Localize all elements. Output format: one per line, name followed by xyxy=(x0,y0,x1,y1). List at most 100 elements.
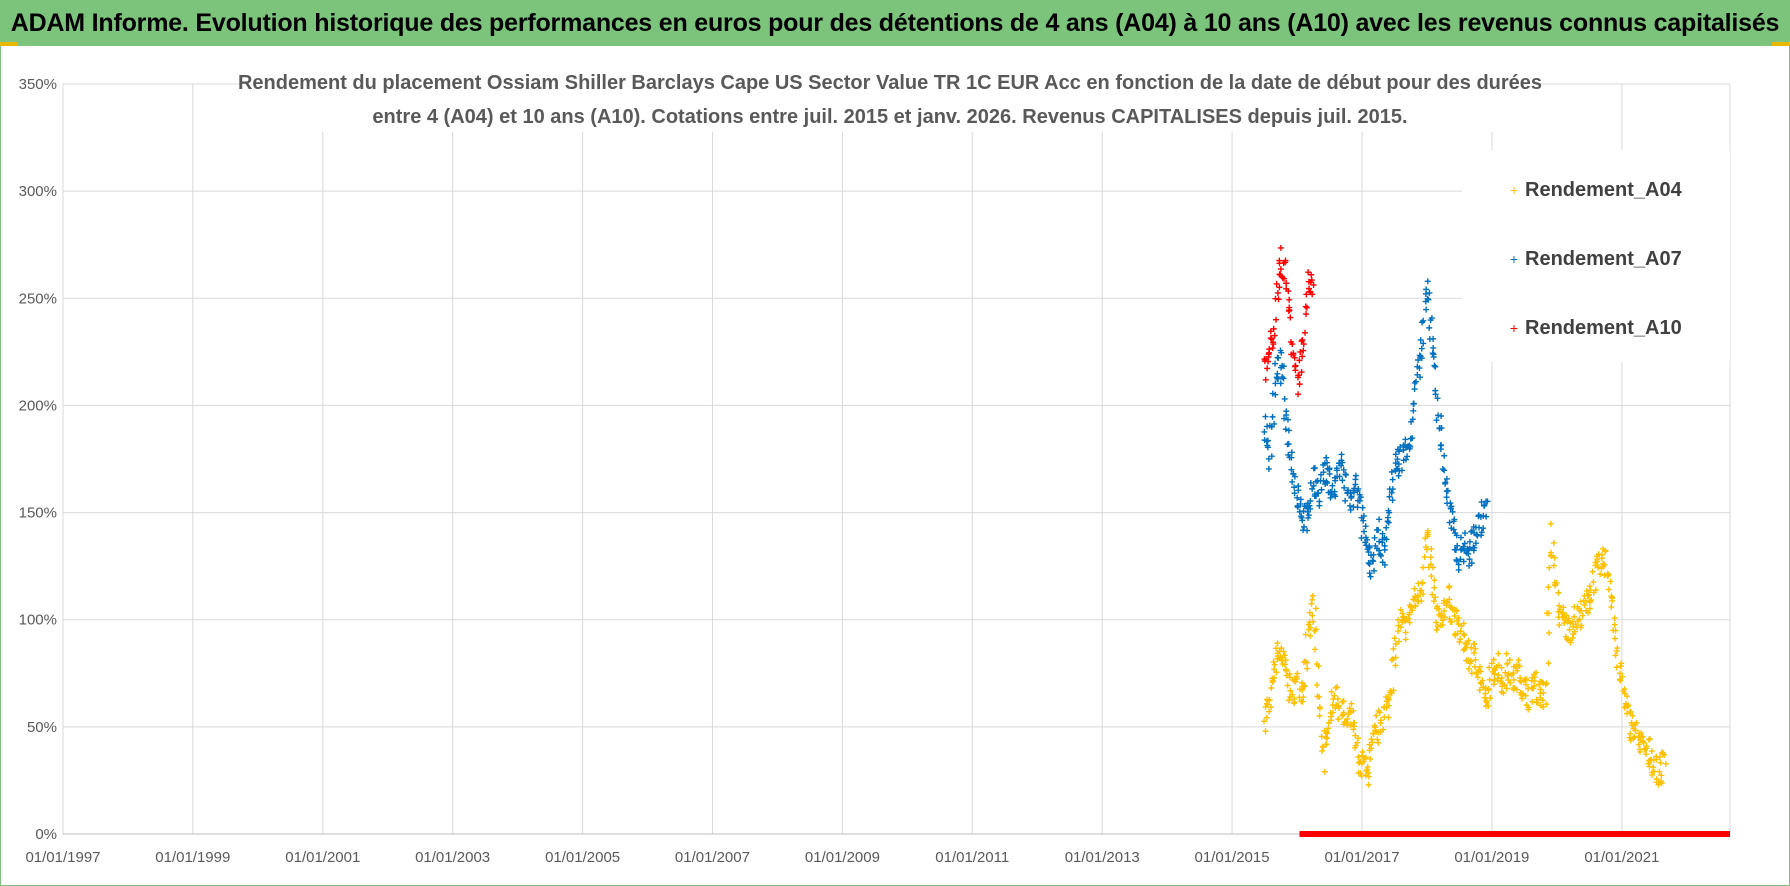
data-point xyxy=(1453,608,1460,615)
data-point xyxy=(1510,670,1517,677)
data-point xyxy=(1427,561,1434,568)
data-point xyxy=(1420,317,1427,324)
data-point xyxy=(1439,466,1446,473)
data-point xyxy=(1379,539,1386,546)
data-point xyxy=(1556,606,1563,613)
data-point xyxy=(1341,484,1348,491)
data-point xyxy=(1307,505,1314,512)
data-point xyxy=(1552,581,1559,588)
data-point xyxy=(1278,645,1285,652)
data-point xyxy=(1392,654,1399,661)
data-point xyxy=(1416,365,1423,372)
data-point xyxy=(1500,690,1507,697)
data-point xyxy=(1479,677,1486,684)
data-point xyxy=(1430,344,1437,351)
data-point xyxy=(1338,457,1345,464)
data-point xyxy=(1507,679,1514,686)
data-point xyxy=(1430,353,1437,360)
data-point xyxy=(1540,689,1547,696)
data-point xyxy=(1268,684,1275,691)
data-point xyxy=(1334,684,1341,691)
data-point xyxy=(1418,587,1425,594)
data-point xyxy=(1455,566,1462,573)
data-point xyxy=(1411,386,1418,393)
data-point xyxy=(1392,662,1399,669)
data-point xyxy=(1624,693,1631,700)
data-point xyxy=(1629,712,1636,719)
data-point xyxy=(1588,597,1595,604)
data-point xyxy=(1290,350,1297,357)
data-point xyxy=(1271,332,1278,339)
data-point xyxy=(1298,514,1305,521)
data-point xyxy=(1336,705,1343,712)
data-point xyxy=(1312,605,1319,612)
data-point xyxy=(1374,736,1381,743)
data-point xyxy=(1605,572,1612,579)
data-point xyxy=(1296,357,1303,364)
data-point xyxy=(1658,780,1665,787)
data-point xyxy=(1336,473,1343,480)
data-point xyxy=(1306,502,1313,509)
data-point xyxy=(1473,670,1480,677)
data-point xyxy=(1534,699,1541,706)
data-point xyxy=(1474,674,1481,681)
data-point xyxy=(1662,760,1669,767)
data-point xyxy=(1514,667,1521,674)
data-point xyxy=(1363,542,1370,549)
data-point xyxy=(1284,441,1291,448)
data-point xyxy=(1532,669,1539,676)
data-point xyxy=(1355,759,1362,766)
data-point xyxy=(1316,498,1323,505)
data-point xyxy=(1421,553,1428,560)
data-point xyxy=(1441,452,1448,459)
x-tick-label: 01/01/2001 xyxy=(285,849,360,866)
data-point xyxy=(1483,699,1490,706)
y-tick-label: 350% xyxy=(19,76,57,93)
data-point xyxy=(1417,336,1424,343)
data-point xyxy=(1357,494,1364,501)
data-point xyxy=(1347,490,1354,497)
series-layer xyxy=(1261,244,1730,837)
data-point xyxy=(1308,277,1315,284)
data-point xyxy=(1287,687,1294,694)
data-point xyxy=(1529,698,1536,705)
series-rendement-a04 xyxy=(1261,520,1669,788)
data-point xyxy=(1473,531,1480,538)
data-point xyxy=(1302,303,1309,310)
data-point xyxy=(1385,519,1392,526)
data-point xyxy=(1282,426,1289,433)
data-point xyxy=(1280,363,1287,370)
data-point xyxy=(1466,562,1473,569)
data-point xyxy=(1284,682,1291,689)
data-point xyxy=(1409,607,1416,614)
data-point xyxy=(1287,314,1294,321)
data-point xyxy=(1307,289,1314,296)
data-point xyxy=(1510,676,1517,683)
data-point xyxy=(1648,748,1655,755)
x-tick-label: 01/01/2019 xyxy=(1454,849,1529,866)
data-point xyxy=(1303,304,1310,311)
data-point xyxy=(1392,460,1399,467)
data-point xyxy=(1340,466,1347,473)
data-point xyxy=(1329,482,1336,489)
data-point xyxy=(1367,755,1374,762)
data-point xyxy=(1271,661,1278,668)
data-point xyxy=(1539,697,1546,704)
data-point xyxy=(1281,395,1288,402)
data-point xyxy=(1289,478,1296,485)
data-point xyxy=(1548,553,1555,560)
data-point xyxy=(1560,604,1567,611)
data-point xyxy=(1265,465,1272,472)
data-point xyxy=(1365,559,1372,566)
data-point xyxy=(1297,348,1304,355)
data-point xyxy=(1418,345,1425,352)
data-point xyxy=(1286,697,1293,704)
data-point xyxy=(1564,635,1571,642)
data-point xyxy=(1461,530,1468,537)
data-point xyxy=(1478,532,1485,539)
data-point xyxy=(1375,527,1382,534)
data-point xyxy=(1460,631,1467,638)
data-point xyxy=(1643,745,1650,752)
data-point xyxy=(1609,597,1616,604)
data-point xyxy=(1423,286,1430,293)
